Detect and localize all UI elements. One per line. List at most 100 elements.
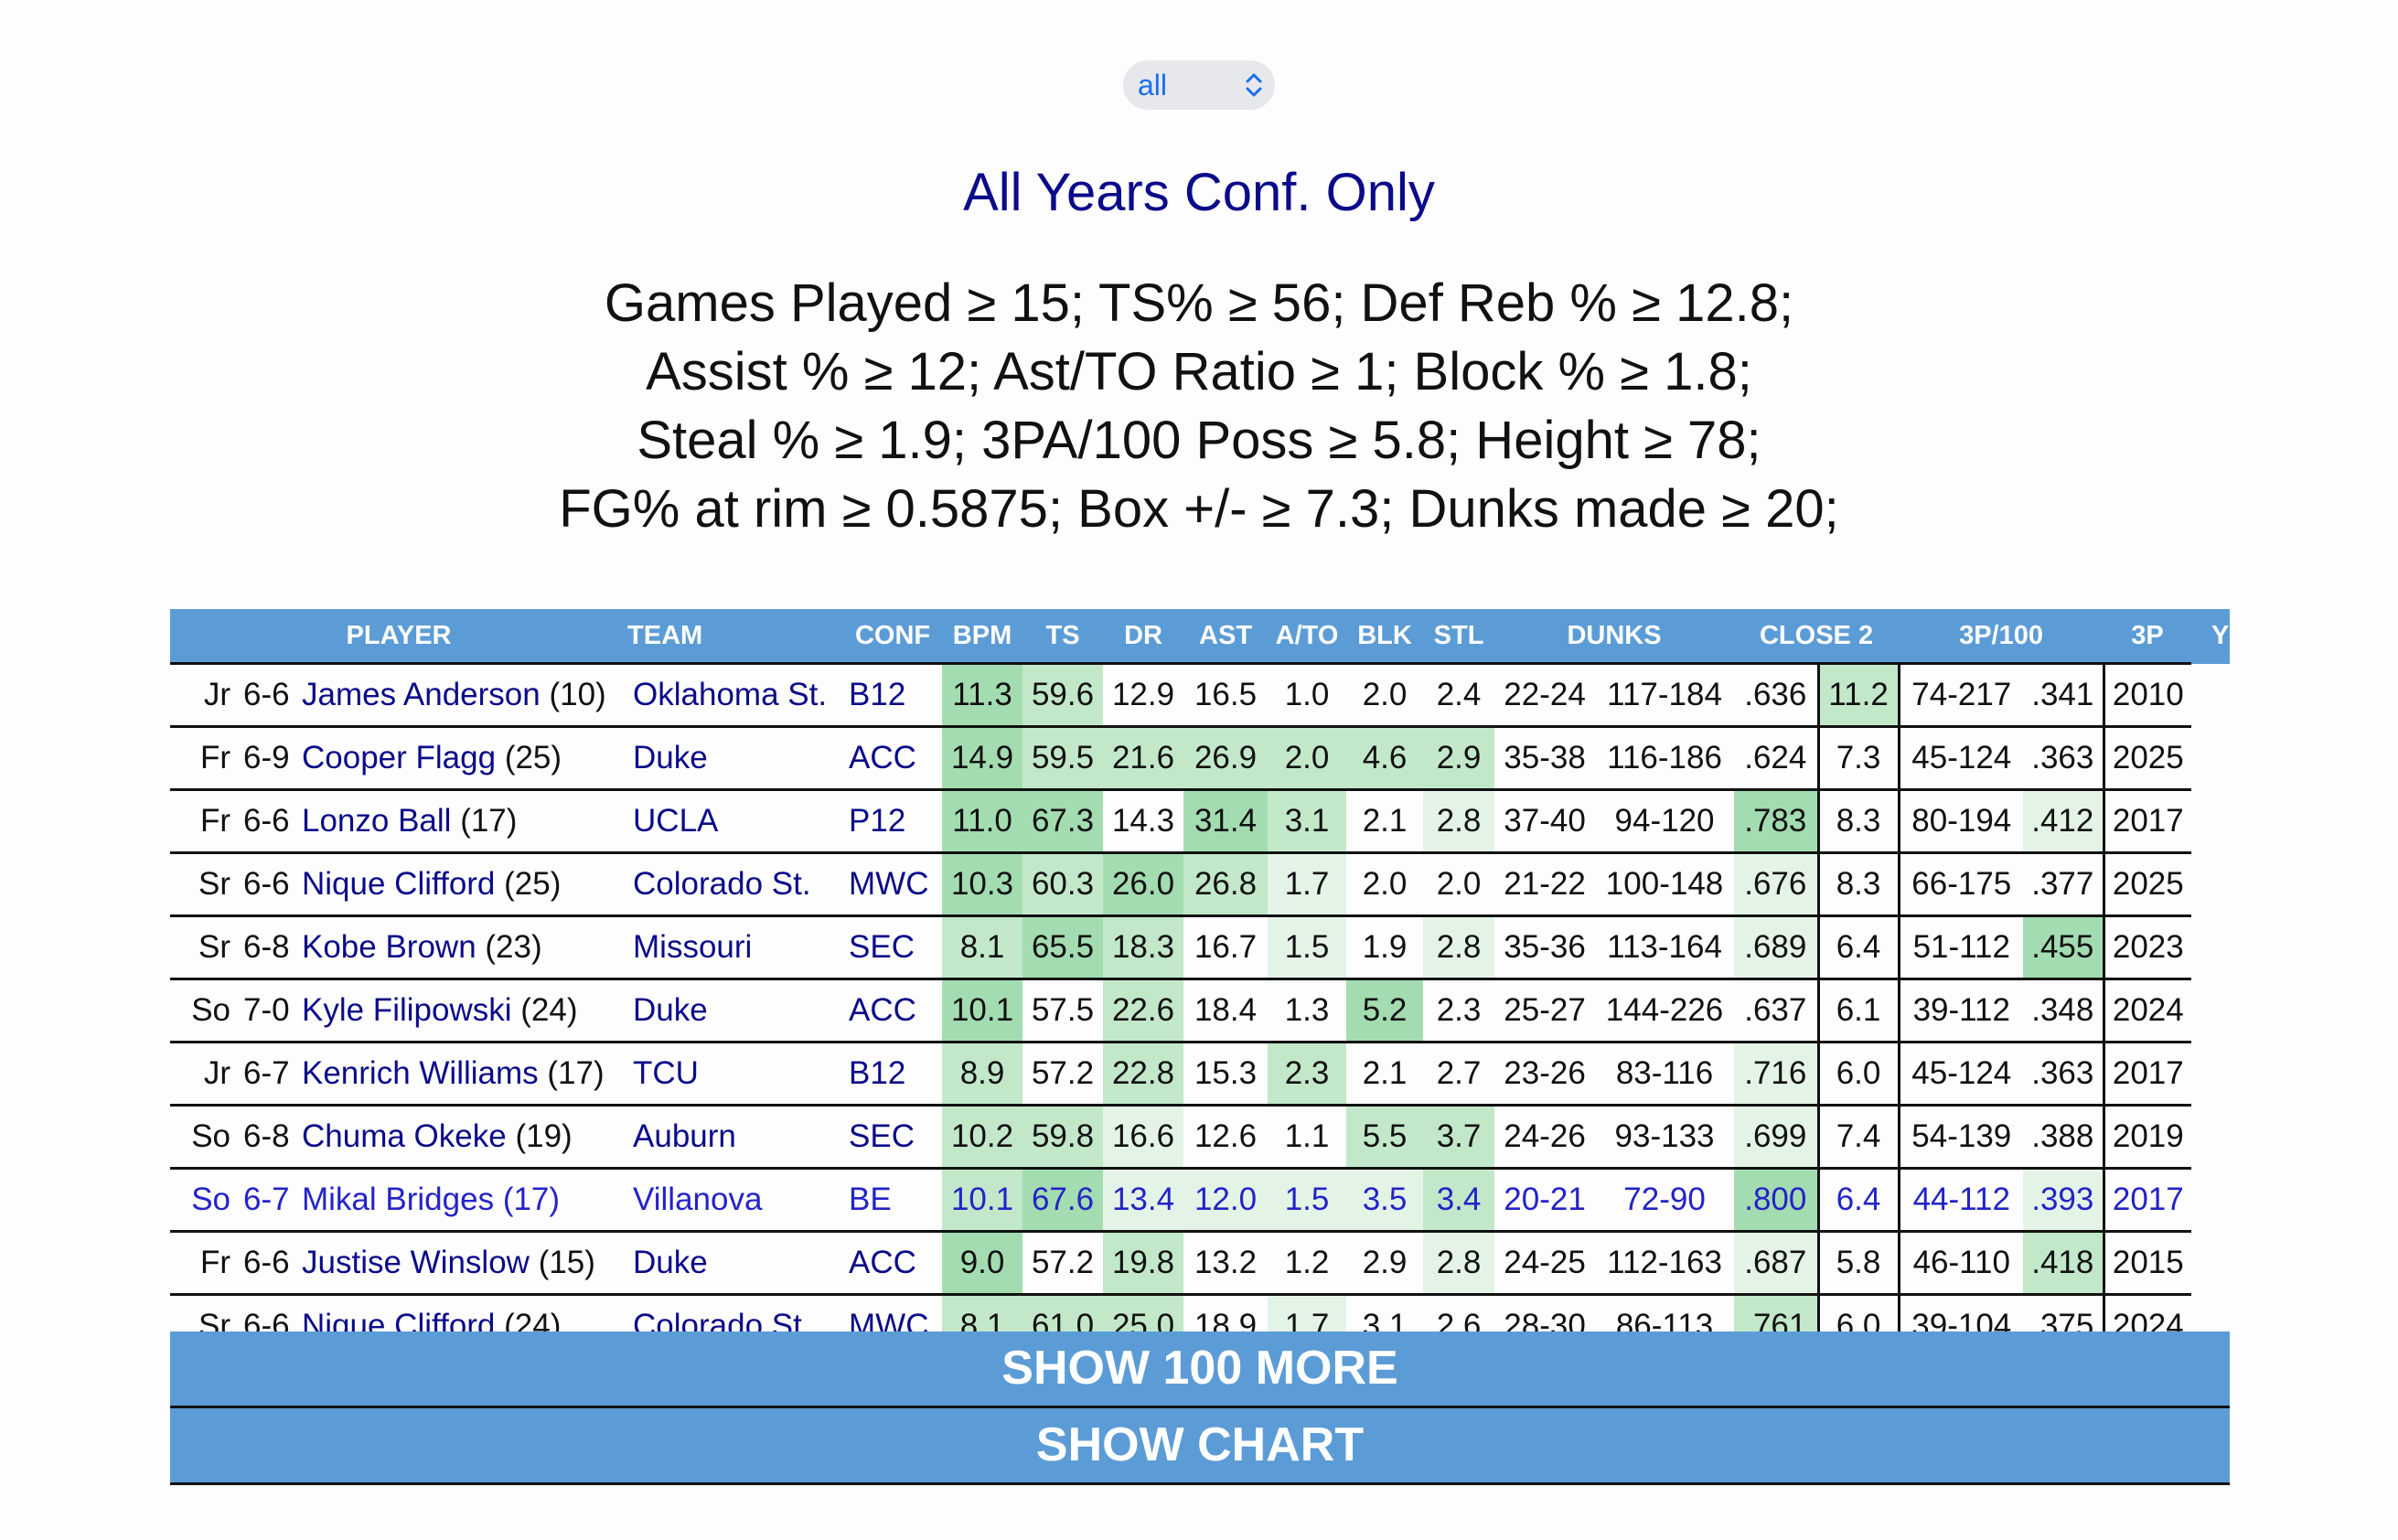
col-header-player[interactable]: PLAYER — [170, 609, 628, 664]
cell-conf[interactable]: MWC — [843, 852, 943, 917]
cell-blk: 2.0 — [1346, 662, 1424, 728]
cell-team[interactable]: UCLA — [627, 789, 844, 854]
cell-dr: 22.8 — [1103, 1042, 1184, 1107]
col-header-ato[interactable]: A/TO — [1268, 609, 1347, 664]
player-link[interactable]: Kyle Filipowski — [302, 992, 512, 1028]
col-header-dr[interactable]: DR — [1103, 609, 1184, 664]
player-link[interactable]: Justise Winslow — [302, 1245, 530, 1280]
cell-team[interactable]: Duke — [627, 726, 844, 791]
cell-conf[interactable]: B12 — [843, 662, 943, 728]
cell-conf[interactable]: P12 — [843, 789, 943, 854]
cell-ht: 6-6 — [234, 789, 298, 854]
table-row[interactable]: Fr 6-6 Lonzo Ball (17) UCLA P12 11.0 67.3 14.3 3… — [170, 789, 2230, 854]
col-header-close2[interactable]: CLOSE 2 — [1734, 609, 1900, 664]
col-header-3p100[interactable]: 3P/100 — [1899, 609, 2104, 664]
col-header-3p[interactable]: 3P — [2104, 609, 2192, 664]
col-header-conf[interactable]: CONF — [843, 609, 943, 664]
year-filter-select[interactable]: all — [1123, 60, 1275, 110]
cell-ast: 15.3 — [1183, 1042, 1269, 1107]
cell-conf[interactable]: SEC — [843, 1105, 943, 1170]
col-header-stl[interactable]: STL — [1423, 609, 1495, 664]
cell-p3p: .341 — [2023, 662, 2105, 728]
cell-ato: 3.1 — [1268, 789, 1347, 854]
table-row[interactable]: Jr 6-6 James Anderson (10) Oklahoma St. B12 1… — [170, 662, 2230, 728]
table-row[interactable]: Sr 6-8 Kobe Brown (23) Missouri SEC 8.1 65.5 18… — [170, 915, 2230, 980]
cell-p3r: 5.8 — [1816, 1231, 1900, 1296]
cell-conf[interactable]: ACC — [843, 726, 943, 791]
cell-conf[interactable]: BE — [843, 1168, 943, 1233]
cell-year: 2015 — [2104, 1231, 2192, 1296]
cell-stl: 2.0 — [1423, 852, 1495, 917]
player-link[interactable]: Nique Clifford — [302, 866, 496, 902]
player-number: (17) — [460, 803, 518, 839]
cell-team[interactable]: Colorado St. — [627, 852, 844, 917]
cell-conf[interactable]: SEC — [843, 915, 943, 980]
cell-stl: 3.4 — [1423, 1168, 1495, 1233]
cell-team[interactable]: Duke — [627, 979, 844, 1043]
cell-dr: 26.0 — [1103, 852, 1184, 917]
cell-ast: 16.7 — [1183, 915, 1269, 980]
cell-yr: So — [170, 1105, 234, 1170]
cell-ts: 59.6 — [1022, 662, 1104, 728]
col-header-year[interactable]: Y — [2191, 609, 2230, 664]
player-number: (25) — [504, 740, 562, 775]
cell-team[interactable]: Auburn — [627, 1105, 844, 1170]
cell-p3m: 45-124 — [1899, 1042, 2024, 1107]
show-chart-button[interactable]: SHOW CHART — [170, 1408, 2230, 1485]
cell-ht: 6-6 — [234, 662, 298, 728]
show-more-button[interactable]: SHOW 100 MORE — [170, 1331, 2230, 1408]
cell-yr: Sr — [170, 852, 234, 917]
cell-ht: 6-6 — [234, 1231, 298, 1296]
cell-conf[interactable]: ACC — [843, 1231, 943, 1296]
cell-p3p: .377 — [2023, 852, 2105, 917]
cell-team[interactable]: TCU — [627, 1042, 844, 1107]
criteria-line: FG% at rim ≥ 0.5875; Box +/- ≥ 7.3; Dunk… — [559, 479, 1839, 539]
cell-ts: 57.2 — [1022, 1042, 1104, 1107]
cell-ato: 1.5 — [1268, 1168, 1347, 1233]
cell-team[interactable]: Villanova — [627, 1168, 844, 1233]
table-row[interactable]: Jr 6-7 Kenrich Williams (17) TCU B12 8.9 57.2 2… — [170, 1042, 2230, 1107]
table-row[interactable]: Fr 6-9 Cooper Flagg (25) Duke ACC 14.9 59.5 21.… — [170, 726, 2230, 791]
table-row[interactable]: Sr 6-6 Nique Clifford (25) Colorado St. MWC 1… — [170, 852, 2230, 917]
cell-team[interactable]: Missouri — [627, 915, 844, 980]
player-cell: James Anderson (10) — [298, 662, 628, 728]
col-header-ts[interactable]: TS — [1022, 609, 1104, 664]
cell-p3m: 45-124 — [1899, 726, 2024, 791]
table-row[interactable]: Fr 6-6 Justise Winslow (15) Duke ACC 9.0 57.2 1… — [170, 1231, 2230, 1296]
cell-c2m: 100-148 — [1595, 852, 1735, 917]
cell-blk: 3.5 — [1346, 1168, 1424, 1233]
cell-ht: 6-8 — [234, 1105, 298, 1170]
col-header-team[interactable]: TEAM — [627, 609, 844, 664]
cell-year: 2019 — [2104, 1105, 2192, 1170]
cell-conf[interactable]: ACC — [843, 979, 943, 1043]
table-row[interactable]: So 6-8 Chuma Okeke (19) Auburn SEC 10.2 59.8 16… — [170, 1105, 2230, 1170]
player-link[interactable]: Lonzo Ball — [302, 803, 452, 839]
col-header-bpm[interactable]: BPM — [942, 609, 1023, 664]
player-link[interactable]: Kenrich Williams — [302, 1055, 539, 1091]
player-link[interactable]: Chuma Okeke — [302, 1118, 507, 1154]
cell-team[interactable]: Oklahoma St. — [627, 662, 844, 728]
cell-year: 2017 — [2104, 789, 2192, 854]
cell-ast: 31.4 — [1183, 789, 1269, 854]
player-link[interactable]: James Anderson — [302, 677, 541, 712]
col-header-dunks[interactable]: DUNKS — [1494, 609, 1735, 664]
cell-team[interactable]: Duke — [627, 1231, 844, 1296]
player-link[interactable]: Cooper Flagg — [302, 740, 497, 775]
cell-ht: 7-0 — [234, 979, 298, 1043]
cell-dr: 14.3 — [1103, 789, 1184, 854]
cell-p3r: 8.3 — [1816, 789, 1900, 854]
table-row[interactable]: So 6-7 Mikal Bridges (17) Villanova BE 10.1 67… — [170, 1168, 2230, 1233]
player-number: (24) — [520, 992, 578, 1028]
col-header-blk[interactable]: BLK — [1346, 609, 1424, 664]
cell-ato: 1.0 — [1268, 662, 1347, 728]
col-header-ast[interactable]: AST — [1183, 609, 1269, 664]
cell-c2m: 72-90 — [1595, 1168, 1735, 1233]
cell-stl: 2.9 — [1423, 726, 1495, 791]
cell-conf[interactable]: B12 — [843, 1042, 943, 1107]
cell-dr: 22.6 — [1103, 979, 1184, 1043]
cell-stl: 2.4 — [1423, 662, 1495, 728]
cell-stl: 3.7 — [1423, 1105, 1495, 1170]
table-row[interactable]: So 7-0 Kyle Filipowski (24) Duke ACC 10.1 57.5… — [170, 979, 2230, 1043]
player-link[interactable]: Mikal Bridges — [302, 1182, 495, 1217]
player-link[interactable]: Kobe Brown — [302, 929, 476, 965]
